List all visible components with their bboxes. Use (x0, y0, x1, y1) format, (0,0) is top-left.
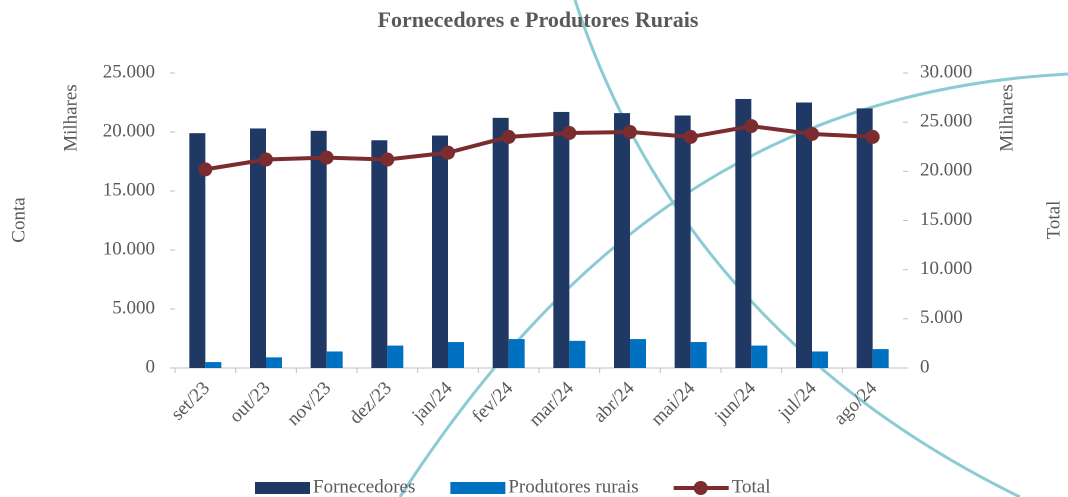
x-tick-label: abr/24 (589, 377, 639, 427)
legend-swatch (450, 482, 506, 494)
y-tick-label: 5.000 (112, 297, 155, 318)
bar (674, 115, 691, 368)
y-tick-label: 20.000 (103, 120, 155, 141)
line-point (562, 125, 577, 140)
legend-swatch (693, 481, 708, 495)
bar (326, 351, 343, 368)
legend-label: Fornecedores (313, 476, 415, 497)
bar (310, 130, 327, 368)
x-tick-label: jul/24 (774, 377, 821, 424)
y-tick-label: 15.000 (103, 179, 155, 200)
line-point (683, 129, 698, 144)
y-axis-label: Conta (8, 197, 29, 243)
line-point (744, 119, 759, 134)
x-tick-label: ago/24 (830, 377, 882, 429)
bar (492, 117, 509, 368)
x-tick-label: out/23 (225, 378, 274, 427)
x-tick-label: nov/23 (283, 378, 335, 430)
bar (371, 140, 388, 368)
y2-tick-label: 30.000 (920, 61, 972, 82)
decor-curve (573, 0, 1021, 497)
bar (205, 362, 222, 368)
bar (387, 345, 404, 368)
line-point (259, 152, 273, 167)
bar (553, 111, 570, 368)
y2-units: Milhares (996, 84, 1017, 152)
y-tick-label: 25.000 (103, 61, 155, 82)
y2-axis-label: Total (1043, 201, 1064, 240)
line-point (501, 129, 516, 144)
legend-label: Produtores rurais (508, 476, 638, 497)
bar (872, 349, 889, 368)
legend-swatch (255, 482, 310, 494)
bar (266, 357, 282, 368)
bar (508, 339, 525, 368)
line-point (623, 125, 637, 139)
y-tick-label: 10.000 (103, 238, 155, 259)
x-tick-label: mar/24 (525, 377, 578, 430)
bar (690, 342, 707, 368)
bar (796, 102, 812, 368)
line (205, 124, 873, 172)
x-tick-label: jun/24 (710, 377, 760, 427)
bar (630, 339, 646, 368)
bar (735, 98, 752, 369)
y2-tick-label: 10.000 (920, 258, 972, 279)
line-point (441, 145, 455, 160)
legend-label: Total (732, 476, 771, 497)
bar (189, 133, 206, 368)
y2-tick-label: 5.000 (920, 307, 963, 328)
y-units: Milhares (60, 84, 81, 152)
bar (250, 128, 266, 368)
line-point (198, 162, 213, 177)
y2-tick-label: 20.000 (920, 160, 972, 181)
y2-tick-label: 0 (920, 356, 930, 377)
bar (569, 340, 586, 368)
x-tick-label: dez/23 (345, 378, 396, 429)
y2-tick-label: 15.000 (920, 209, 972, 230)
line-point (805, 126, 819, 141)
bar (856, 108, 873, 369)
line-point (319, 150, 334, 165)
y-tick-label: 0 (146, 356, 156, 377)
line-point (865, 129, 880, 144)
bar (751, 345, 768, 368)
bar (614, 113, 630, 369)
x-tick-label: fev/24 (468, 377, 518, 427)
x-tick-label: mai/24 (647, 377, 700, 430)
chart-title: Fornecedores e Produtores Rurais (378, 7, 699, 32)
bar (432, 135, 448, 368)
x-tick-label: set/23 (167, 378, 214, 425)
bar (448, 342, 464, 368)
line-point (380, 152, 395, 167)
y2-tick-label: 25.000 (920, 111, 972, 132)
bar (812, 351, 828, 368)
x-tick-label: jan/24 (407, 377, 456, 426)
